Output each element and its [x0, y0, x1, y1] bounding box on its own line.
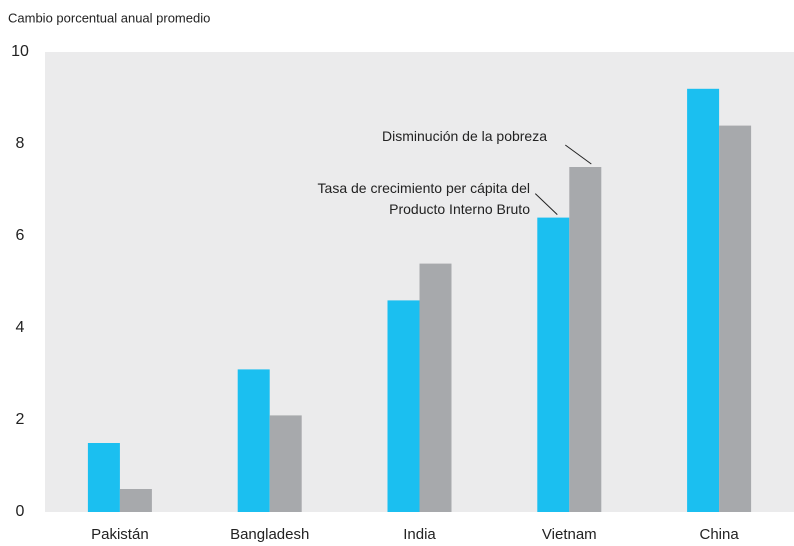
bar	[569, 167, 602, 512]
bar	[419, 263, 452, 512]
bar	[237, 369, 270, 512]
y-tick-label: 6	[16, 227, 25, 244]
bar	[119, 489, 152, 512]
y-tick-label: 8	[16, 135, 25, 152]
x-tick-label: Vietnam	[542, 526, 597, 543]
x-tick-label: Pakistán	[91, 526, 149, 543]
y-tick-label: 2	[16, 411, 25, 428]
y-axis-label: Cambio porcentual anual promedio	[8, 10, 210, 25]
y-tick-label: 10	[11, 43, 29, 60]
x-tick-label: Bangladesh	[230, 526, 309, 543]
bar	[719, 125, 752, 512]
leader-line	[534, 193, 558, 215]
y-tick-label: 4	[16, 319, 25, 336]
bar	[687, 88, 720, 513]
bar	[269, 415, 302, 512]
x-tick-label: China	[699, 526, 739, 543]
bar	[87, 443, 120, 512]
leader-line	[565, 144, 592, 165]
bar	[387, 300, 420, 512]
y-tick-label: 0	[16, 503, 25, 520]
bar	[537, 217, 570, 512]
series-annotation: Tasa de crecimiento per cápita del Produ…	[317, 180, 530, 217]
x-tick-label: India	[403, 526, 436, 543]
series-annotation: Disminución de la pobreza	[382, 128, 547, 144]
